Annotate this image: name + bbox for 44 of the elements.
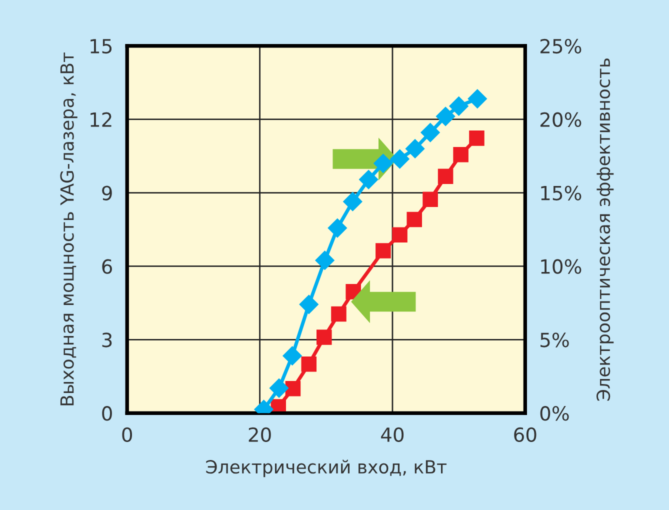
point	[469, 130, 484, 146]
point	[343, 192, 362, 212]
x-tick-label: 0	[122, 427, 132, 442]
y2-tick-label: 20%	[540, 112, 582, 128]
point	[406, 212, 422, 228]
point	[331, 306, 346, 322]
point	[438, 168, 454, 184]
x-tick-label: 60	[514, 427, 536, 442]
point	[282, 346, 302, 366]
y-tick-label: 15	[90, 39, 112, 54]
point	[392, 227, 408, 243]
point	[422, 192, 438, 208]
y2-axis-title: Электрооптическая эффективность	[596, 58, 614, 401]
point	[436, 106, 456, 126]
point	[390, 149, 410, 169]
point	[449, 96, 468, 116]
point	[301, 356, 317, 372]
y2-tick-label: 25%	[540, 38, 582, 54]
point	[328, 218, 347, 238]
point	[359, 170, 378, 190]
y-axis-title: Выходная мощность YAG-лазера, кВт	[60, 52, 78, 406]
y-tick-label: 6	[102, 259, 112, 274]
point	[406, 139, 425, 158]
point	[374, 154, 393, 173]
x-axis-title: Электрический вход, кВт	[206, 460, 447, 478]
point	[315, 250, 334, 270]
y2-tick-label: 10%	[541, 259, 582, 274]
y2-tick-label: 0%	[540, 406, 569, 421]
point	[270, 378, 289, 398]
point	[453, 146, 468, 162]
y-tick-label: 0	[102, 406, 112, 421]
y2-tick-label: 15%	[541, 186, 582, 200]
y-tick-label: 3	[102, 332, 112, 348]
point	[316, 330, 332, 345]
point	[468, 89, 487, 108]
y2-tick-label: 5%	[540, 332, 569, 348]
y-tick-label: 12	[90, 112, 112, 127]
y-tick-label: 9	[102, 186, 112, 200]
point	[299, 294, 318, 314]
point	[376, 243, 391, 258]
point	[285, 380, 301, 396]
point	[420, 123, 440, 142]
x-tick-label: 20	[248, 427, 271, 442]
x-tick-label: 40	[381, 427, 404, 442]
